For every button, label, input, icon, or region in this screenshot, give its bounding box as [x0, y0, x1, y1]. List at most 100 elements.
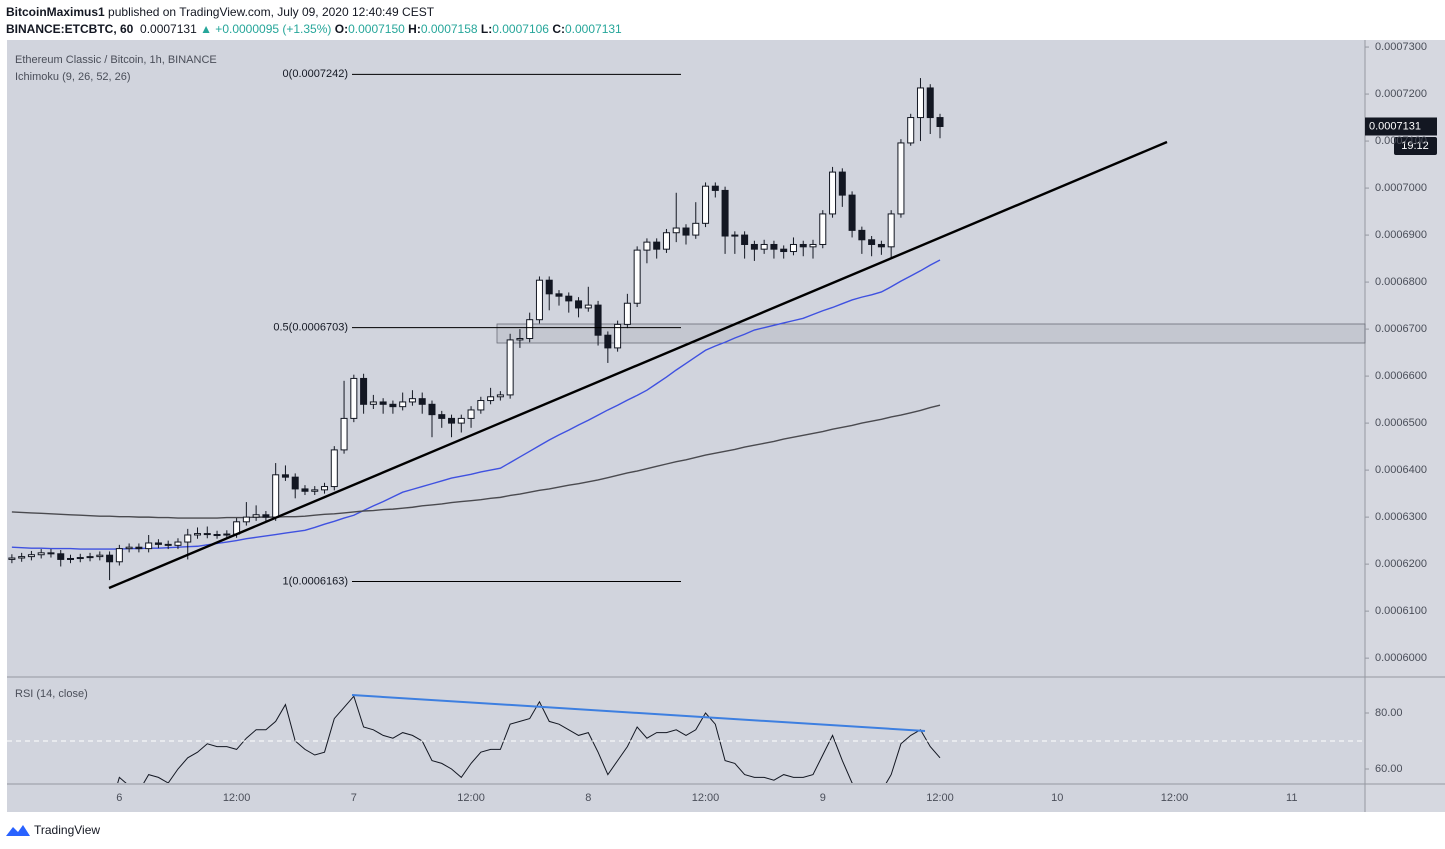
candle-body [506, 339, 514, 396]
candle-body [67, 557, 75, 560]
ohlc-value: 0.0007131 [565, 22, 622, 36]
candle-body [692, 222, 700, 236]
candle-body [868, 239, 876, 245]
candle-body [750, 243, 758, 250]
candle-body [526, 319, 534, 339]
candle-body [252, 514, 260, 518]
candle-body [418, 398, 426, 405]
candle-body [731, 234, 739, 237]
candle-body [213, 534, 221, 537]
candle-body [760, 243, 768, 250]
candle-body [926, 87, 934, 119]
publisher-line: BitcoinMaximus1 published on TradingView… [6, 5, 434, 19]
ohlc-value: 0.0007150 [348, 22, 405, 36]
symbol-line: BINANCE:ETCBTC, 60 0.0007131 ▲ +0.000009… [6, 22, 625, 36]
candle-body [242, 516, 250, 523]
candle-body [555, 293, 563, 297]
rsi-title: RSI (14, close) [15, 688, 88, 700]
ohlc-label: H: [408, 22, 421, 36]
candle-body [57, 553, 65, 560]
candle-body [47, 552, 55, 555]
candle-body [184, 534, 192, 543]
candle-body [819, 213, 827, 245]
x-tick-label: 12:00 [457, 792, 485, 804]
candle-body [633, 249, 641, 304]
candle-body [360, 377, 368, 405]
y-tick-label: 0.0006400 [1375, 464, 1427, 476]
published: published on TradingView.com, July 09, 2… [108, 5, 435, 19]
ohlc-label: O: [334, 22, 349, 36]
y-tick-label: 80.00 [1375, 707, 1403, 719]
x-tick-label: 9 [820, 792, 826, 804]
countdown-box [1394, 137, 1437, 155]
candle-body [770, 243, 778, 250]
candle-body [829, 171, 837, 215]
ohlc: O:0.0007150 H:0.0007158 L:0.0007106 C:0.… [335, 22, 625, 36]
candle-body [369, 401, 377, 405]
candle-body [8, 557, 16, 560]
candle-body [281, 474, 289, 478]
candle-body [487, 396, 495, 402]
y-tick-label: 60.00 [1375, 763, 1403, 775]
candle-body [916, 87, 924, 119]
moving-average [11, 404, 941, 519]
candle-body [194, 533, 202, 536]
candle-body [799, 243, 807, 248]
candle-body [135, 546, 143, 550]
candle-body [653, 241, 661, 250]
candle-body [18, 556, 26, 559]
candle-body [516, 337, 524, 341]
candle-body [623, 302, 631, 325]
candle-body [154, 542, 162, 545]
candle-body [858, 229, 866, 241]
y-tick-label: 0.0006900 [1375, 229, 1427, 241]
candle-body [448, 417, 456, 424]
candle-body [164, 543, 172, 546]
support-zone [496, 323, 1366, 344]
candle-body [438, 414, 446, 419]
candle-body [584, 304, 592, 309]
candle-body [838, 171, 846, 196]
last-price-label: 0.0007131 [1369, 120, 1421, 132]
trend-line [108, 140, 1168, 590]
moving-average [11, 259, 941, 550]
candle-body [174, 541, 182, 546]
candle-body [887, 213, 895, 248]
candle-body [741, 234, 749, 245]
candle-body [96, 554, 104, 558]
candle-body [311, 489, 319, 492]
y-tick-label: 0.0006700 [1375, 323, 1427, 335]
ohlc-label: C: [552, 22, 565, 36]
x-tick-label: 12:00 [926, 792, 954, 804]
candle-body [399, 401, 407, 408]
candle-body [594, 304, 602, 336]
candle-body [379, 401, 387, 405]
candle-body [262, 514, 270, 518]
x-tick-label: 11 [1286, 792, 1297, 804]
fib-label: 1(0.0006163) [283, 575, 348, 587]
candle-body [457, 417, 465, 424]
candle-body [106, 554, 114, 563]
x-tick-label: 10 [1051, 792, 1063, 804]
candle-body [76, 557, 84, 560]
candle-body [702, 185, 710, 224]
candle-body [809, 243, 817, 248]
candle-body [848, 194, 856, 231]
y-tick-label: 0.0006500 [1375, 417, 1427, 429]
candle-body [27, 554, 35, 558]
indicator-label: Ichimoku (9, 26, 52, 26) [15, 71, 131, 83]
y-tick-label: 0.0006200 [1375, 558, 1427, 570]
candle-body [711, 185, 719, 191]
candle-body [389, 403, 397, 408]
publisher: BitcoinMaximus1 [6, 5, 105, 19]
last-price: 0.0007131 [140, 22, 197, 36]
candle-body [301, 488, 309, 492]
x-tick-label: 6 [116, 792, 122, 804]
candle-body [780, 248, 788, 253]
ohlc-value: 0.0007106 [492, 22, 549, 36]
candle-body [330, 449, 338, 488]
candle-body [643, 241, 651, 251]
candle-body [321, 486, 329, 491]
